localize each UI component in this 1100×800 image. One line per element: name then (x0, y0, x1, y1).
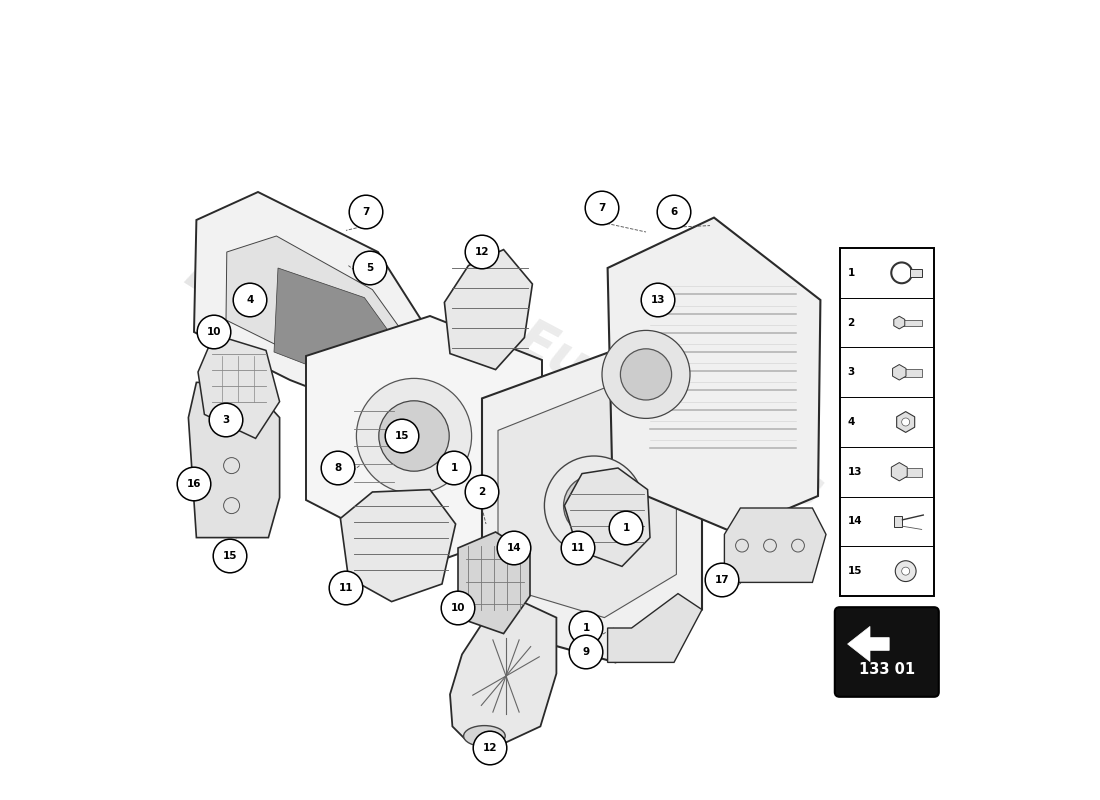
Circle shape (585, 191, 619, 225)
Ellipse shape (463, 726, 505, 746)
Text: EuroSpares: EuroSpares (175, 241, 558, 511)
Circle shape (213, 539, 246, 573)
Circle shape (563, 475, 625, 536)
Circle shape (544, 456, 644, 555)
Circle shape (441, 591, 475, 625)
Circle shape (902, 567, 910, 575)
Text: 7: 7 (598, 203, 606, 213)
Polygon shape (848, 626, 889, 662)
Circle shape (620, 349, 672, 400)
Circle shape (641, 283, 674, 317)
Circle shape (569, 611, 603, 645)
Polygon shape (194, 192, 474, 436)
Circle shape (569, 635, 603, 669)
Circle shape (602, 330, 690, 418)
Text: 10: 10 (451, 603, 465, 613)
Text: 1: 1 (848, 268, 855, 278)
Text: 5: 5 (366, 263, 374, 273)
Polygon shape (725, 508, 826, 582)
Polygon shape (498, 388, 676, 618)
Polygon shape (607, 594, 702, 662)
Text: 10: 10 (207, 327, 221, 337)
Circle shape (705, 563, 739, 597)
Text: 13: 13 (848, 466, 862, 477)
Circle shape (497, 531, 531, 565)
Text: 2: 2 (848, 318, 855, 327)
Text: 16: 16 (187, 479, 201, 489)
FancyBboxPatch shape (894, 516, 902, 527)
FancyBboxPatch shape (835, 607, 938, 697)
FancyBboxPatch shape (839, 248, 934, 596)
Circle shape (385, 419, 419, 453)
FancyBboxPatch shape (911, 269, 922, 277)
Circle shape (209, 403, 243, 437)
Circle shape (465, 475, 498, 509)
Text: 12: 12 (483, 743, 497, 753)
Circle shape (473, 731, 507, 765)
Text: 8: 8 (334, 463, 342, 473)
Text: 4: 4 (848, 417, 855, 427)
Circle shape (895, 561, 916, 582)
Polygon shape (896, 411, 915, 432)
Text: 3: 3 (222, 415, 230, 425)
Text: 15: 15 (222, 551, 238, 561)
Circle shape (437, 451, 471, 485)
Circle shape (657, 195, 691, 229)
Polygon shape (458, 532, 530, 634)
Text: 1: 1 (582, 623, 590, 633)
Text: 4: 4 (246, 295, 254, 305)
Text: 1: 1 (450, 463, 458, 473)
Text: 14: 14 (507, 543, 521, 553)
Text: 2: 2 (478, 487, 485, 497)
Polygon shape (564, 468, 650, 566)
Polygon shape (450, 602, 557, 742)
Text: 7: 7 (362, 207, 370, 217)
FancyBboxPatch shape (902, 467, 922, 477)
Text: 6: 6 (670, 207, 678, 217)
Circle shape (378, 401, 449, 471)
Circle shape (353, 251, 387, 285)
Text: 12: 12 (475, 247, 490, 257)
Polygon shape (894, 316, 905, 329)
Text: 133 01: 133 01 (859, 662, 915, 677)
Text: EuroSpares: EuroSpares (507, 313, 833, 519)
Circle shape (902, 418, 910, 426)
Circle shape (329, 571, 363, 605)
Polygon shape (188, 382, 279, 538)
Text: 1: 1 (623, 523, 629, 533)
Circle shape (465, 235, 498, 269)
Polygon shape (891, 462, 908, 481)
FancyBboxPatch shape (902, 320, 922, 326)
Circle shape (233, 283, 267, 317)
Text: 17: 17 (715, 575, 729, 585)
Circle shape (356, 378, 472, 494)
Polygon shape (892, 365, 906, 380)
Text: 15: 15 (848, 566, 862, 576)
Text: 11: 11 (571, 543, 585, 553)
Polygon shape (482, 350, 702, 662)
Circle shape (561, 531, 595, 565)
Text: 3: 3 (848, 367, 855, 378)
Text: 13: 13 (651, 295, 666, 305)
Text: 9: 9 (582, 647, 590, 657)
Polygon shape (444, 250, 532, 370)
Text: a passion for parts since 1985: a passion for parts since 1985 (374, 489, 598, 575)
Text: 11: 11 (339, 583, 353, 593)
Polygon shape (226, 236, 428, 400)
Circle shape (349, 195, 383, 229)
Polygon shape (340, 490, 455, 602)
Polygon shape (607, 218, 821, 532)
Text: 14: 14 (848, 517, 862, 526)
Polygon shape (306, 316, 542, 564)
Polygon shape (198, 334, 279, 438)
Circle shape (177, 467, 211, 501)
Circle shape (321, 451, 355, 485)
Polygon shape (274, 268, 418, 394)
FancyBboxPatch shape (902, 369, 922, 377)
Circle shape (197, 315, 231, 349)
Circle shape (609, 511, 642, 545)
Text: 15: 15 (395, 431, 409, 441)
